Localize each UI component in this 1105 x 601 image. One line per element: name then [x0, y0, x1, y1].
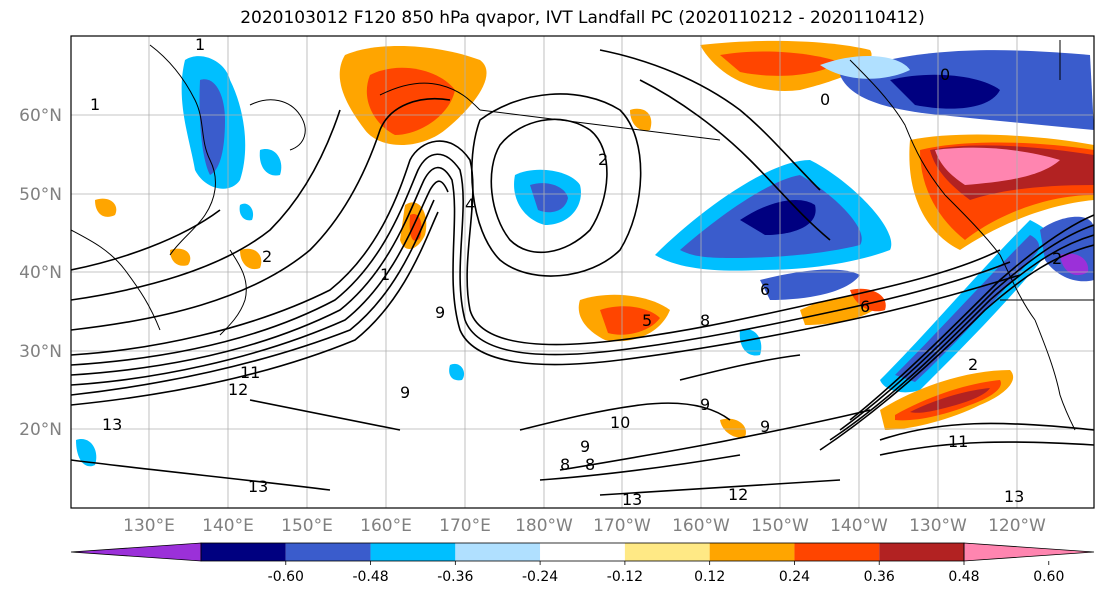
contour-label: 1 — [380, 265, 390, 284]
colorbar-tick-label: 0.24 — [779, 569, 810, 585]
lon-label: 150°W — [751, 516, 809, 536]
latitude-labels: 60°N 50°N 40°N 30°N 20°N — [19, 106, 62, 440]
colorbar-tick-label: -0.36 — [437, 569, 473, 585]
contour-label: 8 — [560, 455, 570, 474]
lon-label: 120°W — [988, 516, 1046, 536]
colorbar-extend-low — [70, 542, 202, 562]
contour-label: 9 — [700, 395, 710, 414]
contour-label: 12 — [728, 485, 748, 504]
contour-label: 13 — [248, 477, 268, 496]
lon-label: 150°E — [281, 516, 333, 536]
lat-label: 20°N — [19, 420, 62, 440]
contour-label: 2 — [968, 355, 978, 374]
colorbar-swatch — [624, 543, 710, 561]
contour-label: 9 — [760, 417, 770, 436]
contour-label: 9 — [580, 437, 590, 456]
lat-label: 60°N — [19, 106, 62, 126]
colorbar-swatch — [794, 543, 880, 561]
contour-label: 2 — [598, 150, 608, 169]
contour-label: 0 — [820, 90, 830, 109]
contour-label: 13 — [1004, 487, 1024, 506]
colorbar: -0.60 -0.48 -0.36 -0.24 -0.12 0.12 0.24 0.36 0.4… — [70, 542, 1095, 585]
lon-label: 160°E — [360, 516, 412, 536]
colorbar-swatch — [455, 543, 541, 561]
contour-label: 2 — [1052, 249, 1062, 268]
lon-label: 170°E — [439, 516, 491, 536]
contour-label: 12 — [228, 380, 248, 399]
colorbar-tick-label: -0.48 — [352, 569, 388, 585]
lon-label: 130°E — [123, 516, 175, 536]
colorbar-swatch — [201, 543, 286, 561]
contour-label-layer: 1 1 0 0 2 2 4 6 1 2 9 5 6 8 12 11 13 13 … — [90, 35, 1062, 509]
colorbar-swatch — [285, 543, 371, 561]
contour-label: 6 — [760, 280, 770, 299]
lon-label: 140°W — [830, 516, 888, 536]
contour-label: 1 — [90, 95, 100, 114]
contour-label: 5 — [642, 311, 652, 330]
lat-label: 30°N — [19, 342, 62, 362]
contour-label: 9 — [400, 383, 410, 402]
contour-label: 1 — [195, 35, 205, 54]
contour-label: 8 — [700, 311, 710, 330]
lon-label: 170°W — [593, 516, 651, 536]
contour-label: 2 — [262, 247, 272, 266]
plot-frame — [70, 35, 1095, 509]
colorbar-tick-label: 0.12 — [694, 569, 725, 585]
contour-label: 10 — [610, 413, 630, 432]
lon-label: 180°W — [515, 516, 573, 536]
colorbar-tick-label: -0.24 — [522, 569, 558, 585]
contour-label: 8 — [585, 455, 595, 474]
contour-label: 11 — [948, 432, 968, 451]
contour-label: 11 — [240, 363, 260, 382]
colorbar-frame — [200, 542, 965, 562]
lon-label: 160°W — [672, 516, 730, 536]
colorbar-extend-high — [963, 542, 1095, 562]
contour-label: 4 — [465, 195, 475, 214]
contour-label: 13 — [102, 415, 122, 434]
contour-label: 13 — [622, 490, 642, 509]
coastlines — [71, 40, 1094, 431]
colorbar-swatch — [540, 543, 625, 561]
contour-label: 9 — [435, 303, 445, 322]
contour-lines — [71, 49, 1094, 496]
lon-label: 130°W — [909, 516, 967, 536]
longitude-labels: 130°E 140°E 150°E 160°E 170°E 180°W 170°… — [123, 516, 1046, 536]
lat-label: 50°N — [19, 185, 62, 205]
colorbar-swatch — [709, 543, 795, 561]
colorbar-tick-label: 0.60 — [1033, 569, 1064, 585]
shading-layer — [76, 40, 1094, 467]
colorbar-swatch — [370, 543, 456, 561]
map-title: 2020103012 F120 850 hPa qvapor, IVT Land… — [240, 8, 925, 28]
colorbar-tick-label: 0.48 — [948, 569, 979, 585]
contour-label: 0 — [940, 65, 950, 84]
lat-label: 40°N — [19, 263, 62, 283]
colorbar-tick-label: -0.60 — [268, 569, 304, 585]
colorbar-tick-label: -0.12 — [607, 569, 643, 585]
lon-label: 140°E — [202, 516, 254, 536]
colorbar-swatch — [879, 543, 964, 561]
colorbar-tick-label: 0.36 — [864, 569, 895, 585]
contour-label: 6 — [860, 297, 870, 316]
